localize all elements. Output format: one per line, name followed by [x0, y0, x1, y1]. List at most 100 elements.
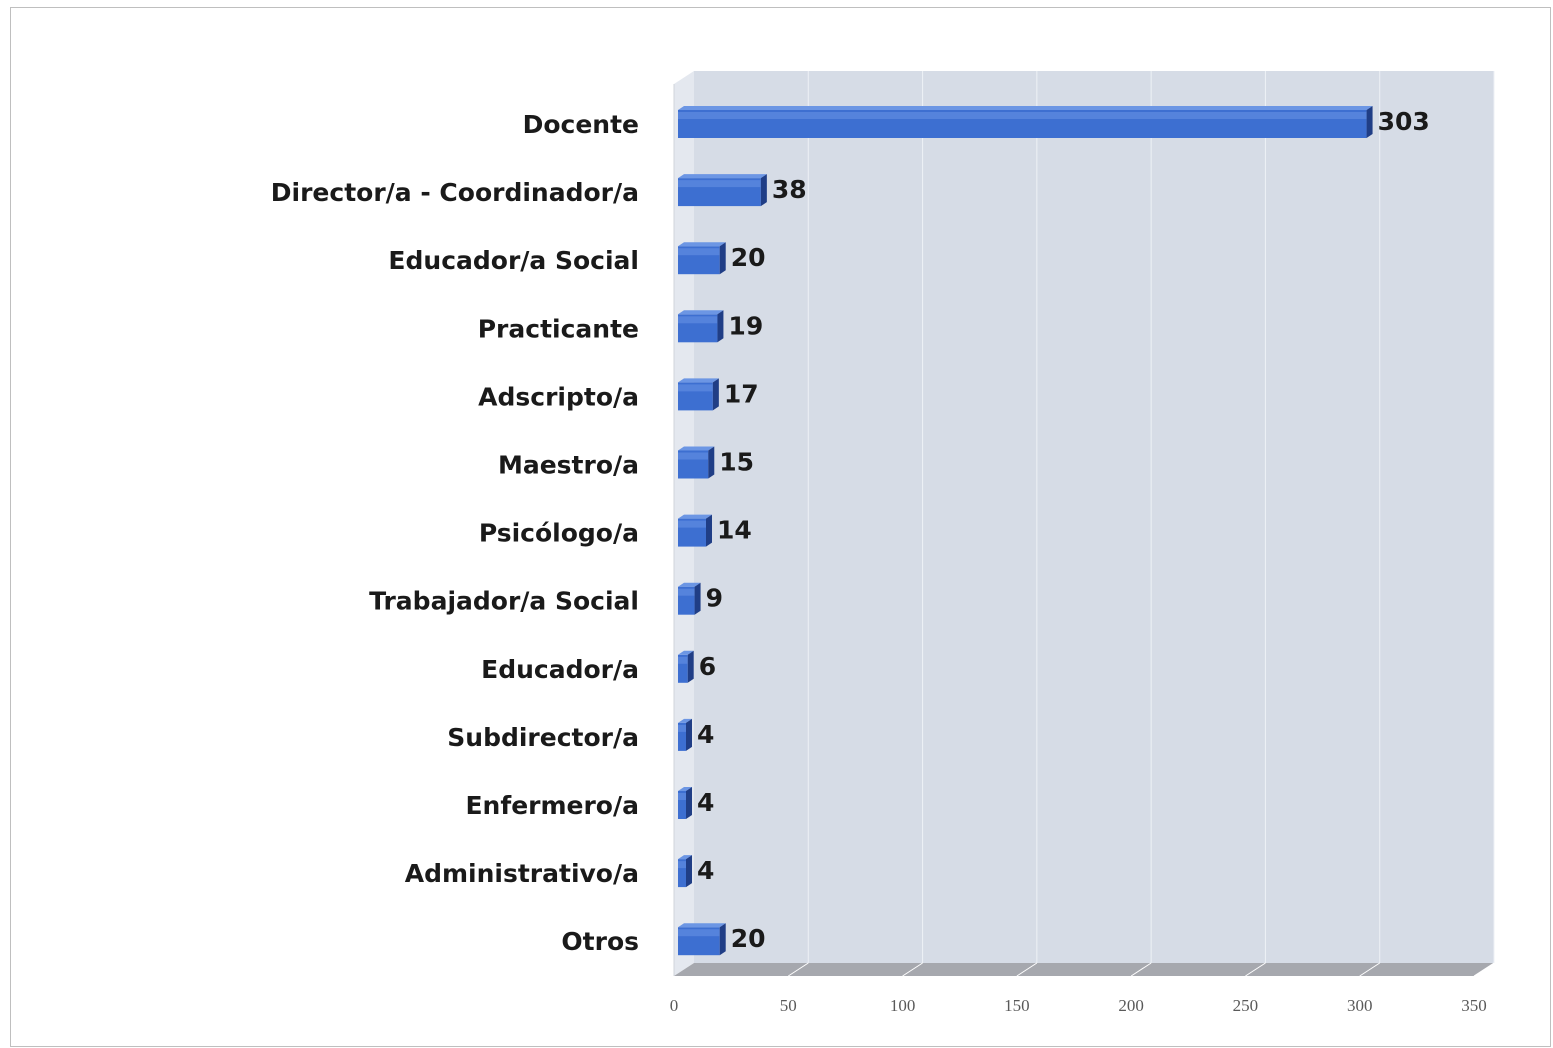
- bar-8: [678, 582, 701, 615]
- bar-3: [678, 242, 726, 275]
- bar-end: [686, 718, 692, 751]
- bar-top: [678, 718, 692, 723]
- tick-label: 50: [780, 996, 797, 1015]
- data-label: 20: [731, 924, 766, 953]
- bar-highlight: [678, 793, 686, 800]
- bar-top: [678, 446, 715, 451]
- bar-top: [678, 174, 767, 179]
- data-label: 20: [731, 243, 766, 272]
- floor-gridline-200: [1130, 962, 1152, 977]
- data-label: 4: [697, 788, 714, 817]
- bar-highlight: [678, 588, 695, 596]
- bar-end: [719, 242, 726, 275]
- category-label: Enfermero/a: [465, 791, 639, 820]
- bar-5: [678, 378, 719, 411]
- bar-2: [678, 174, 767, 207]
- bar-face: [678, 654, 688, 683]
- bar-highlight: [678, 112, 1367, 119]
- bar-end: [712, 378, 719, 411]
- chart-frame: Docente Director/a - Coordinador/a Educado…: [10, 7, 1551, 1047]
- bar-face: [678, 722, 686, 751]
- bar-top: [678, 242, 726, 247]
- category-label: Administrativo/a: [405, 859, 639, 888]
- bar-end: [708, 446, 715, 479]
- tick-label: 300: [1347, 996, 1373, 1015]
- bar-end: [760, 174, 767, 207]
- bar-4: [678, 310, 724, 343]
- chart-floor: [674, 963, 1494, 976]
- data-label: 4: [697, 856, 714, 885]
- data-label: 303: [1378, 107, 1430, 136]
- bar-highlight: [678, 248, 720, 256]
- bar-chart: Docente Director/a - Coordinador/a Educado…: [271, 71, 1495, 1015]
- bar-top: [678, 650, 694, 655]
- bar-end: [687, 650, 694, 683]
- bar-7: [678, 514, 712, 547]
- bar-highlight: [678, 316, 718, 324]
- bar-end: [694, 582, 701, 615]
- bar-face: [678, 859, 686, 888]
- bar-highlight: [678, 724, 686, 732]
- category-label: Psicólogo/a: [479, 519, 639, 548]
- bar-face: [678, 791, 686, 819]
- tick-label: 200: [1118, 996, 1144, 1015]
- category-label: Subdirector/a: [447, 723, 639, 752]
- category-label: Director/a - Coordinador/a: [271, 178, 639, 207]
- bar-highlight: [678, 520, 706, 528]
- bar-highlight: [678, 180, 761, 188]
- data-label: 4: [697, 720, 714, 749]
- floor-gridline-350: [1473, 962, 1495, 977]
- bar-13: [678, 923, 726, 956]
- bar-end: [1366, 106, 1373, 138]
- bar-end: [717, 310, 724, 343]
- category-label: Educador/a: [481, 655, 639, 684]
- tick-label: 150: [1004, 996, 1030, 1015]
- bar-end: [686, 787, 692, 819]
- bar-10: [678, 718, 692, 751]
- category-label: Trabajador/a Social: [369, 587, 639, 616]
- floor-gridline-100: [902, 962, 923, 977]
- category-label: Educador/a Social: [388, 246, 639, 275]
- bar-highlight: [678, 452, 709, 460]
- category-label: Docente: [523, 110, 639, 139]
- bar-top: [678, 855, 692, 860]
- category-label: Maestro/a: [498, 451, 639, 480]
- bar-top: [678, 106, 1373, 110]
- data-label: 15: [719, 448, 754, 477]
- bar-1: [678, 106, 1373, 138]
- floor-gridline-250: [1245, 962, 1266, 977]
- bar-top: [678, 378, 719, 383]
- bar-top: [678, 582, 701, 587]
- data-label: 19: [728, 311, 763, 340]
- bar-top: [678, 310, 724, 315]
- bar-highlight: [678, 929, 720, 937]
- bar-highlight: [678, 861, 686, 869]
- bar-6: [678, 446, 715, 479]
- bar-highlight: [678, 656, 688, 664]
- floor-gridline-150: [1016, 962, 1038, 977]
- data-label: 17: [724, 379, 759, 408]
- back-wall: [694, 71, 1494, 963]
- bar-end: [686, 855, 692, 888]
- bar-end: [719, 923, 726, 956]
- bar-end: [706, 514, 712, 547]
- bar-9: [678, 650, 694, 683]
- category-label: Otros: [561, 927, 639, 956]
- tick-label: 250: [1233, 996, 1259, 1015]
- bar-top: [678, 514, 712, 519]
- data-label: 38: [772, 175, 807, 204]
- bar-highlight: [678, 384, 713, 392]
- category-label: Adscripto/a: [478, 382, 639, 411]
- tick-label: 100: [890, 996, 916, 1015]
- bar-11: [678, 787, 692, 819]
- bar-top: [678, 923, 726, 928]
- bar-12: [678, 855, 692, 888]
- data-label: 14: [717, 516, 752, 545]
- data-label: 6: [699, 652, 716, 681]
- bar-top: [678, 787, 692, 791]
- data-label: 9: [706, 584, 723, 613]
- tick-label: 350: [1461, 996, 1487, 1015]
- floor-gridline-300: [1359, 962, 1380, 977]
- floor-gridline-50: [788, 962, 809, 977]
- category-label: Practicante: [478, 314, 639, 343]
